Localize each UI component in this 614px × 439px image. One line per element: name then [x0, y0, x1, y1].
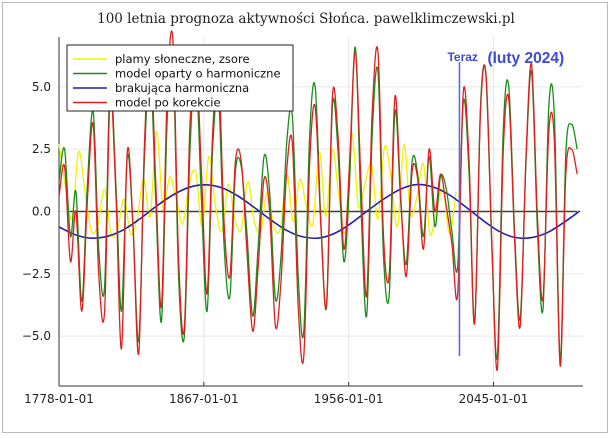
chart-frame: 100 letnia prognoza aktywności Słońca. p…: [2, 2, 608, 433]
y-tick-label: −5.0: [22, 329, 51, 343]
chart-title: 100 letnia prognoza aktywności Słońca. p…: [97, 11, 515, 27]
x-tick-label: 1867-01-01: [169, 392, 239, 406]
legend-box: [66, 44, 294, 112]
series-line-1: [58, 131, 457, 238]
legend-label: model oparty o harmoniczne: [115, 67, 281, 81]
x-tick-label: 1956-01-01: [314, 392, 384, 406]
legend-label: brakująca harmoniczna: [115, 81, 249, 95]
series-line-4: [58, 30, 578, 372]
line-chart: 100 letnia prognoza aktywności Słońca. p…: [22, 11, 583, 406]
series-group: [58, 30, 581, 372]
y-tick-label: 2.5: [32, 142, 51, 156]
y-tick-label: −2.5: [22, 267, 51, 281]
now-label: Teraz: [447, 50, 477, 64]
x-tick-label: 2045-01-01: [459, 392, 529, 406]
axes: −5.0 −2.5 0.0 2.5 5.0 1778-01-01 1867-01-01 195…: [22, 37, 583, 406]
y-tick-label: 0.0: [32, 205, 51, 219]
y-tick-label: 5.0: [32, 80, 51, 94]
now-date-label: (luty 2024): [487, 50, 564, 67]
legend-label: model po korekcie: [115, 96, 221, 110]
legend-label: plamy słoneczne, zsore: [115, 52, 250, 66]
annotations: Teraz (luty 2024): [447, 50, 564, 357]
series-line-3: [58, 183, 581, 240]
x-tick-label: 1778-01-01: [24, 392, 94, 406]
